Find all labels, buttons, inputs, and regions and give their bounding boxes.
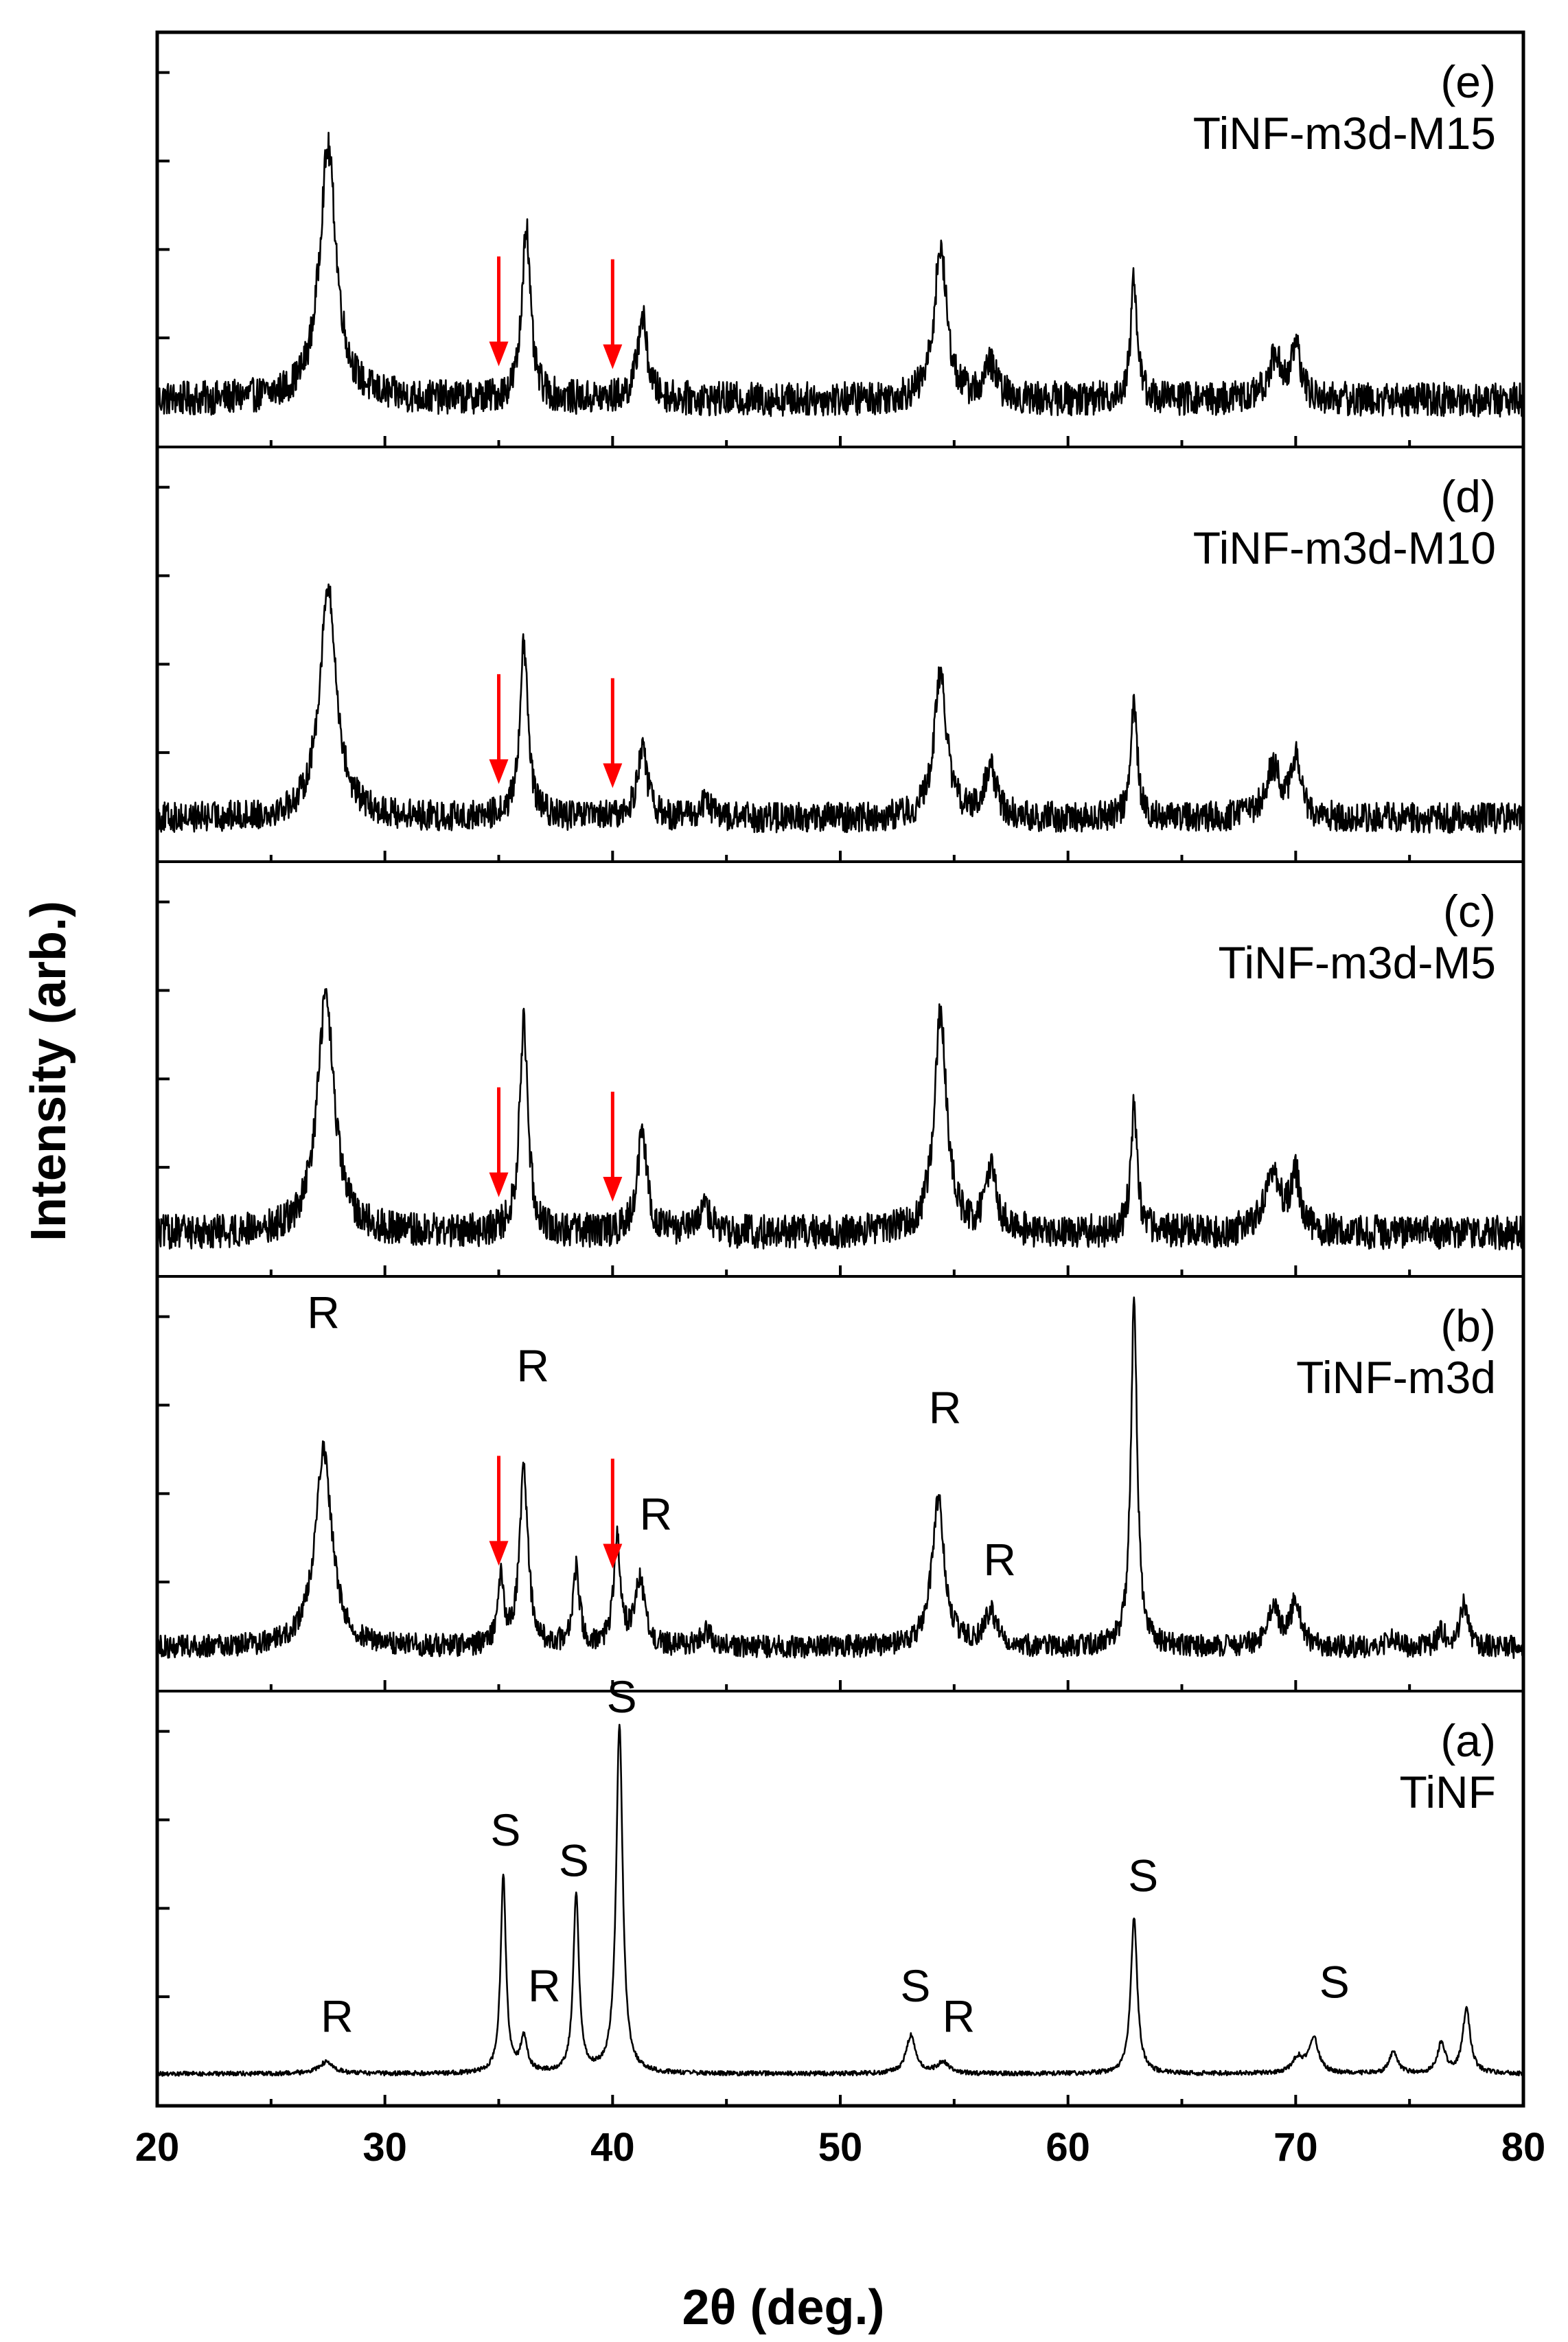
- panel-sample-name: TiNF-m3d-M15: [1193, 108, 1496, 159]
- red-arrow-head: [489, 1172, 509, 1197]
- panel-d: (d)TiNF-m3d-M10: [156, 446, 1525, 862]
- panel-tag: (b): [1440, 1300, 1496, 1351]
- x-tick-label: 50: [818, 2125, 863, 2170]
- peak-label: S: [559, 1835, 589, 1885]
- peak-label: S: [900, 1960, 930, 2011]
- xrd-trace: [156, 131, 1525, 418]
- peak-label: R: [307, 1287, 340, 1338]
- panel-e: (e)TiNF-m3d-M15: [156, 56, 1525, 447]
- red-arrow-head: [489, 1541, 509, 1566]
- panel-tag: (c): [1443, 886, 1496, 937]
- xrd-trace: [156, 988, 1525, 1251]
- peak-label: R: [516, 1340, 549, 1391]
- xrd-trace: [157, 1296, 1525, 1660]
- panel-tag: (a): [1440, 1715, 1496, 1766]
- panel-sample-name: TiNF: [1399, 1767, 1496, 1817]
- peak-label: R: [943, 1990, 976, 2041]
- x-axis: 20 30 40 50 60 70 80: [135, 2125, 1546, 2170]
- xrd-trace: [156, 1723, 1525, 2077]
- red-arrow: [489, 256, 509, 367]
- y-axis-label: Intensity (arb.): [21, 901, 76, 1241]
- panel-sample-name: TiNF-m3d-M5: [1218, 937, 1496, 988]
- peak-label: S: [607, 1671, 637, 1722]
- x-tick-label: 70: [1273, 2125, 1318, 2170]
- xrd-trace: [156, 583, 1525, 834]
- peak-label: R: [929, 1382, 962, 1433]
- x-tick-label: 40: [590, 2125, 635, 2170]
- peak-label: R: [983, 1535, 1016, 1585]
- red-arrow: [489, 1087, 509, 1197]
- peak-label: R: [528, 1960, 561, 2011]
- panel-tag: (e): [1440, 56, 1496, 107]
- panel-b: R R R R R (b)TiNF-m3d: [157, 1275, 1525, 1691]
- panel-sample-name: TiNF-m3d-M10: [1193, 523, 1496, 573]
- red-arrow-head: [603, 1177, 623, 1202]
- red-arrow-head: [489, 341, 509, 367]
- red-arrow-head: [603, 1543, 623, 1569]
- red-arrow: [603, 259, 623, 369]
- peak-label: S: [490, 1804, 520, 1855]
- peak-label: S: [1128, 1850, 1158, 1901]
- red-arrow: [603, 1092, 623, 1202]
- red-arrow: [603, 1458, 623, 1569]
- red-arrow: [489, 674, 509, 784]
- red-arrow-head: [489, 759, 509, 784]
- red-arrow: [489, 1456, 509, 1566]
- x-tick-label: 20: [135, 2125, 180, 2170]
- red-arrow-head: [603, 763, 623, 788]
- x-tick-label: 60: [1046, 2125, 1090, 2170]
- peak-label: R: [321, 1990, 354, 2041]
- panels-group: (e)TiNF-m3d-M15(d)TiNF-m3d-M10(c)TiNF-m3…: [156, 56, 1525, 2106]
- panel-tag: (d): [1440, 471, 1496, 522]
- x-axis-label: 2θ (deg.): [682, 2280, 885, 2335]
- red-arrow-head: [603, 344, 623, 369]
- peak-label: S: [1319, 1957, 1350, 2008]
- x-tick-label: 30: [362, 2125, 407, 2170]
- plot-frame: [155, 30, 1525, 2108]
- red-arrow: [603, 678, 623, 788]
- peak-label: R: [640, 1489, 673, 1539]
- x-tick-label: 80: [1501, 2125, 1546, 2170]
- panel-c: (c)TiNF-m3d-M5: [156, 860, 1525, 1276]
- panel-sample-name: TiNF-m3d: [1296, 1352, 1496, 1403]
